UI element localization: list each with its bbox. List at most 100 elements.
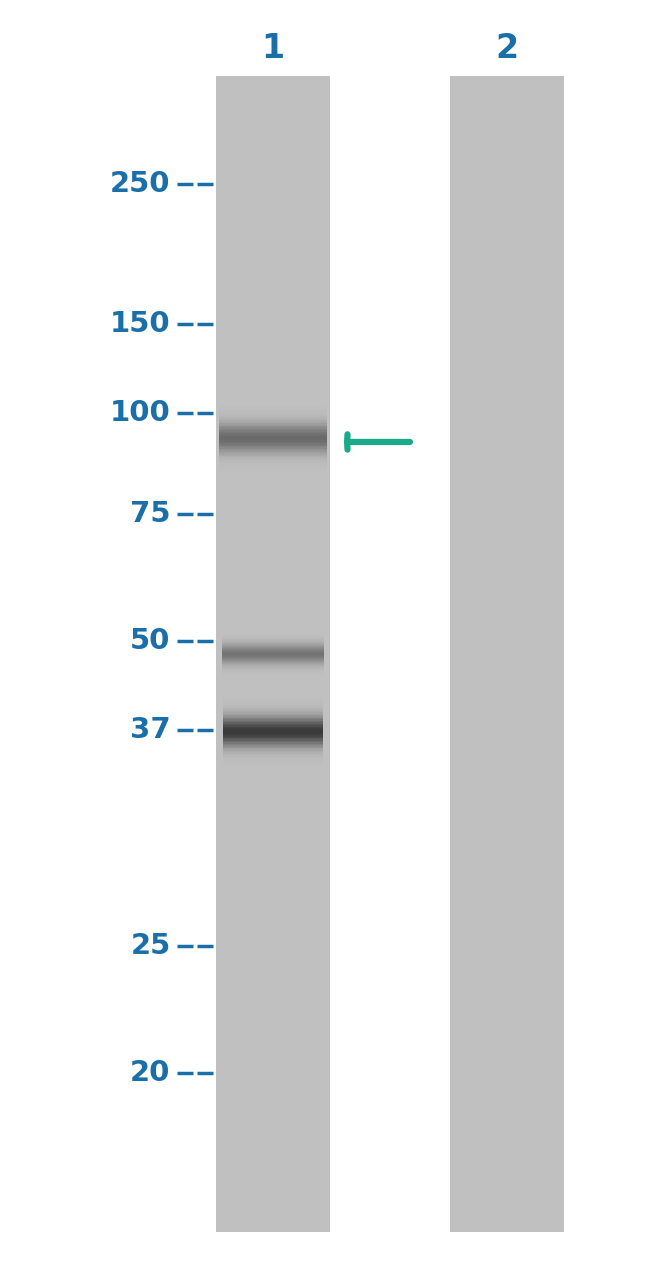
Bar — [219, 441, 327, 442]
Bar — [219, 382, 327, 384]
Bar — [223, 761, 323, 762]
Bar — [223, 738, 323, 739]
Bar — [223, 749, 323, 751]
Bar — [219, 483, 327, 485]
Bar — [223, 753, 323, 756]
Bar — [219, 467, 327, 469]
Bar — [219, 494, 327, 497]
Bar — [223, 698, 323, 700]
Bar — [219, 479, 327, 480]
Bar — [223, 751, 323, 752]
Bar — [219, 424, 327, 425]
Text: 25: 25 — [131, 932, 170, 960]
Bar — [219, 400, 327, 401]
Bar — [223, 752, 323, 753]
Bar — [219, 476, 327, 478]
Bar — [219, 456, 327, 457]
Bar — [219, 464, 327, 465]
Bar — [223, 718, 323, 719]
Bar — [219, 453, 327, 455]
Bar — [223, 706, 323, 707]
Bar — [219, 417, 327, 418]
Bar — [219, 485, 327, 486]
Bar — [223, 691, 323, 692]
Bar — [223, 716, 323, 718]
Bar — [223, 748, 323, 749]
Bar — [219, 451, 327, 452]
Bar — [219, 385, 327, 386]
Bar — [223, 687, 323, 688]
Bar — [219, 395, 327, 396]
Text: 100: 100 — [110, 399, 170, 427]
Bar — [223, 757, 323, 758]
Bar — [219, 466, 327, 467]
Bar — [223, 747, 323, 748]
Bar — [219, 478, 327, 479]
Bar — [219, 462, 327, 464]
Bar — [219, 391, 327, 394]
Bar — [219, 436, 327, 437]
Bar — [223, 779, 323, 780]
Bar — [223, 785, 323, 786]
Bar — [223, 711, 323, 712]
Bar — [219, 384, 327, 385]
Bar — [223, 676, 323, 677]
Bar — [219, 419, 327, 420]
Bar — [223, 740, 323, 742]
Bar — [219, 486, 327, 488]
Bar — [219, 422, 327, 423]
Bar — [223, 767, 323, 768]
Bar — [223, 772, 323, 773]
Text: 75: 75 — [130, 500, 170, 528]
Bar — [223, 728, 323, 729]
Bar — [219, 414, 327, 417]
Bar — [223, 742, 323, 744]
Bar — [223, 768, 323, 770]
Bar — [223, 784, 323, 785]
Bar — [223, 759, 323, 761]
Bar — [219, 411, 327, 413]
Bar — [219, 471, 327, 474]
Bar — [219, 470, 327, 471]
Bar — [223, 679, 323, 681]
Text: 1: 1 — [261, 32, 285, 65]
Text: 20: 20 — [130, 1059, 170, 1087]
Bar — [223, 688, 323, 690]
Bar — [223, 705, 323, 706]
Bar — [223, 723, 323, 724]
Bar — [223, 678, 323, 679]
Bar — [223, 782, 323, 784]
Text: 2: 2 — [495, 32, 519, 65]
Bar — [223, 776, 323, 779]
Bar — [223, 765, 323, 767]
Bar — [219, 428, 327, 429]
Bar — [219, 460, 327, 462]
Bar — [219, 493, 327, 494]
Bar — [223, 700, 323, 701]
Bar — [223, 786, 323, 787]
Bar — [219, 390, 327, 391]
Bar — [223, 726, 323, 728]
Bar — [223, 775, 323, 776]
Bar — [223, 707, 323, 710]
Bar — [223, 725, 323, 726]
Bar — [219, 433, 327, 434]
Bar — [219, 394, 327, 395]
Bar — [223, 735, 323, 737]
Bar — [219, 409, 327, 410]
Bar — [223, 744, 323, 745]
Bar — [219, 398, 327, 399]
Bar — [219, 399, 327, 400]
Bar — [223, 781, 323, 782]
Bar — [219, 420, 327, 422]
Text: 150: 150 — [110, 310, 170, 338]
Bar — [223, 773, 323, 775]
Bar — [219, 458, 327, 460]
Bar — [219, 437, 327, 439]
Bar — [219, 410, 327, 411]
Bar — [223, 739, 323, 740]
Bar — [219, 452, 327, 453]
Bar — [223, 704, 323, 705]
Bar — [223, 693, 323, 695]
Bar — [219, 418, 327, 419]
